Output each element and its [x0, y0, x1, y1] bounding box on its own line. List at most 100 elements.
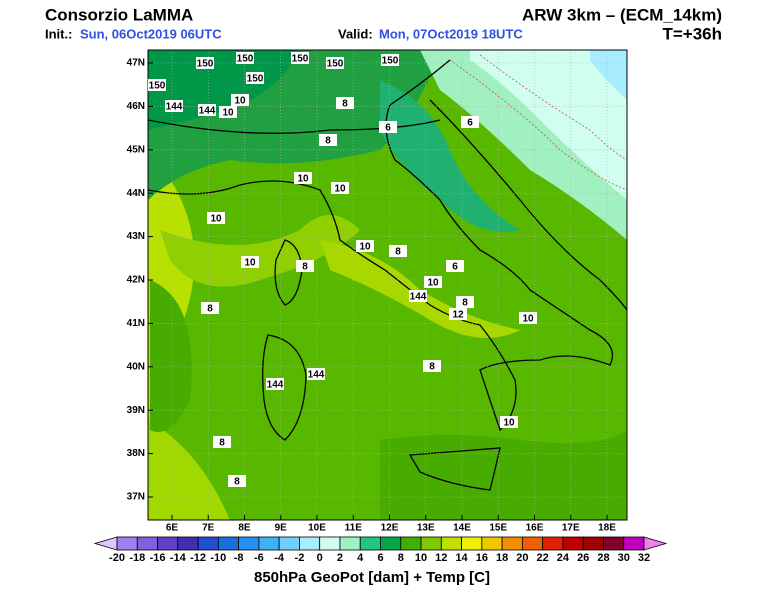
- contour-label: 6: [467, 118, 473, 129]
- colorbar-tick-label: 4: [357, 552, 364, 564]
- contour-label: 10: [244, 258, 256, 269]
- contour-label: 10: [222, 108, 234, 119]
- contour-label: 10: [427, 278, 439, 289]
- contour-label-bg: [326, 57, 344, 69]
- contour-label: 8: [302, 262, 308, 273]
- contour-label: 8: [325, 136, 331, 147]
- contour-label: 8: [207, 304, 213, 315]
- colorbar-box: [603, 536, 625, 551]
- colorbar-box: [359, 536, 381, 551]
- contour-label-bg: [356, 240, 374, 252]
- contour-label: 8: [429, 362, 435, 373]
- valid-label: Valid:: [338, 26, 373, 41]
- colorbar-box: [197, 536, 219, 551]
- contour-label-bg: [207, 212, 225, 224]
- contour-label: 150: [327, 59, 344, 70]
- colorbar-tick-label: 10: [415, 552, 427, 564]
- contour-label: 144: [410, 292, 427, 303]
- colorbar-tick-label: -16: [150, 552, 166, 564]
- contour-label: 8: [462, 298, 468, 309]
- lat-label: 46N: [127, 101, 145, 112]
- colorbar-box: [521, 536, 544, 551]
- valid-time: Mon, 07Oct2019 18UTC: [379, 26, 523, 41]
- contour-label-bg: [519, 312, 537, 324]
- colorbar-tick-label: 24: [557, 552, 570, 564]
- contour-label-bg: [389, 245, 407, 257]
- colorbar-tick-label: 16: [476, 552, 488, 564]
- contour-label-bg: [409, 290, 427, 302]
- colorbar-tick-label: 14: [455, 552, 468, 564]
- colorbar-box: [562, 536, 584, 551]
- lon-label: 12E: [381, 523, 399, 534]
- lon-label: 9E: [275, 523, 288, 534]
- colorbar-box: [461, 536, 483, 551]
- contour-label-bg: [424, 276, 442, 288]
- colorbar-end: [93, 536, 118, 551]
- colorbar-box: [157, 536, 179, 551]
- contour-label-bg: [196, 57, 214, 69]
- lat-label: 40N: [127, 361, 145, 372]
- colorbar-tick-label: 12: [435, 552, 447, 564]
- colorbar-tick-label: 32: [638, 552, 650, 564]
- colorbar-tick-label: -12: [190, 552, 206, 564]
- contour-label: 150: [292, 54, 309, 65]
- contour-label: 10: [297, 174, 309, 185]
- contour-label: 150: [247, 74, 264, 85]
- colorbar-box: [217, 536, 240, 551]
- contour-label-bg: [461, 116, 479, 128]
- lon-label: 18E: [598, 523, 616, 534]
- contour-label-bg: [379, 121, 397, 133]
- contour-label: 10: [334, 184, 346, 195]
- init-time: Sun, 06Oct2019 06UTC: [80, 26, 222, 41]
- lat-label: 43N: [127, 231, 145, 242]
- contour-label-bg: [198, 104, 216, 116]
- contour-label-bg: [294, 172, 312, 184]
- colorbar-box: [582, 536, 604, 551]
- contour-label-bg: [213, 436, 231, 448]
- lon-label: 15E: [489, 523, 507, 534]
- colorbar-box: [501, 536, 523, 551]
- contour-label-bg: [236, 52, 254, 64]
- colorbar-box: [299, 536, 321, 551]
- colorbar-box: [116, 536, 138, 551]
- colorbar-box: [319, 536, 341, 551]
- colorbar-end: [643, 536, 668, 551]
- lon-label: 13E: [417, 523, 435, 534]
- contour-label-bg: [148, 79, 166, 91]
- contour-label-bg: [449, 308, 467, 320]
- colorbar-box: [623, 536, 645, 551]
- colorbar-title: 850hPa GeoPot [dam] + Temp [C]: [254, 569, 490, 586]
- lon-label: 16E: [526, 523, 544, 534]
- contour-label-bg: [456, 296, 474, 308]
- lon-label: 14E: [453, 523, 471, 534]
- lat-label: 38N: [127, 448, 145, 459]
- model-title: ARW 3km – (ECM_14km): [522, 5, 722, 24]
- colorbar-box: [339, 536, 361, 551]
- colorbar-tick-label: -2: [295, 552, 305, 564]
- colorbar-box: [258, 536, 280, 551]
- colorbar-box: [542, 536, 564, 551]
- contour-label: 150: [237, 54, 254, 65]
- colorbar-tick-label: 2: [337, 552, 343, 564]
- contour-label: 10: [210, 214, 222, 225]
- colorbar-box: [380, 536, 402, 551]
- colorbar-box: [177, 536, 199, 551]
- contour-label: 8: [395, 247, 401, 258]
- colorbar-tick-label: 18: [496, 552, 508, 564]
- lon-label: 7E: [202, 523, 215, 534]
- colorbar-box: [400, 536, 422, 551]
- contour-label: 150: [382, 56, 399, 67]
- colorbar-tick-label: 30: [618, 552, 630, 564]
- contour-label: 10: [522, 314, 534, 325]
- lat-label: 45N: [127, 144, 145, 155]
- contour-label: 8: [219, 438, 225, 449]
- contour-label-bg: [246, 72, 264, 84]
- contour-label-bg: [231, 94, 249, 106]
- colorbar-tick-label: -6: [254, 552, 264, 564]
- colorbar-box: [136, 536, 158, 551]
- lat-label: 41N: [127, 318, 145, 329]
- contour-label: 10: [234, 96, 246, 107]
- contour-label-bg: [307, 368, 325, 380]
- contour-label: 12: [452, 310, 464, 321]
